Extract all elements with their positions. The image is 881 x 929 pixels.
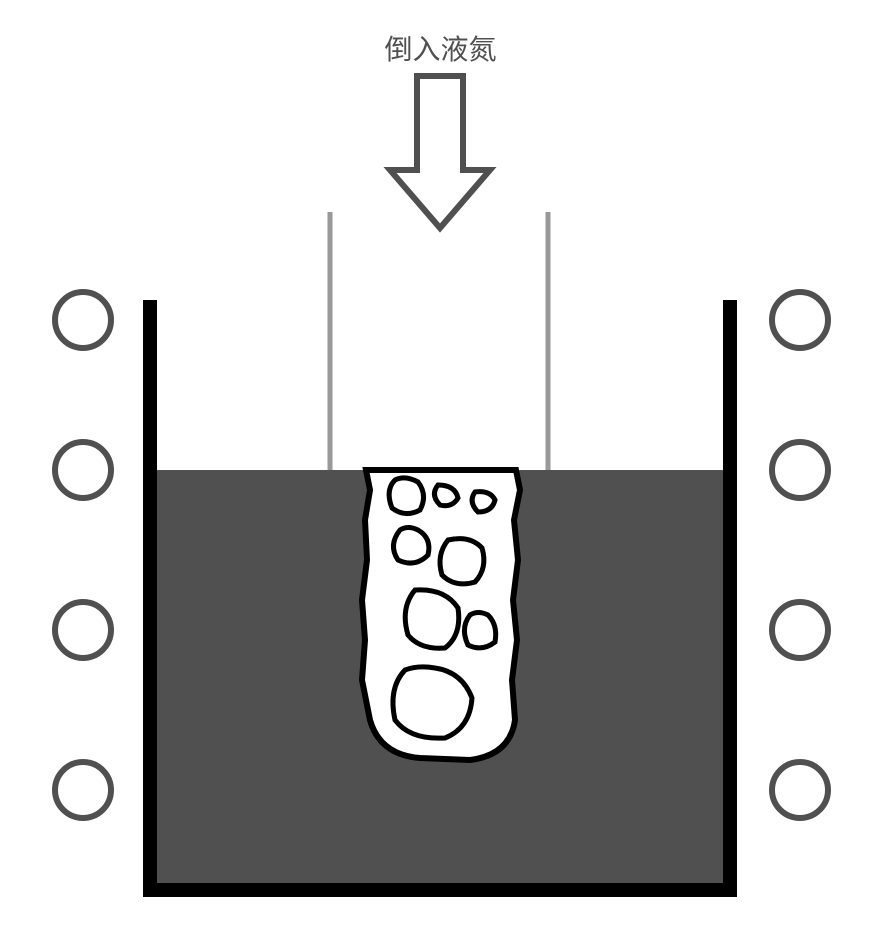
coil-icon [55, 442, 111, 498]
coil-icon [55, 602, 111, 658]
coils-left [55, 292, 111, 818]
coil-icon [55, 762, 111, 818]
coil-icon [772, 292, 828, 348]
cavity-outline [362, 470, 520, 760]
coils-right [772, 292, 828, 818]
pour-arrow-icon [390, 76, 490, 228]
coil-icon [772, 442, 828, 498]
diagram-svg [0, 0, 881, 929]
coil-icon [772, 602, 828, 658]
coil-icon [772, 762, 828, 818]
coil-icon [55, 292, 111, 348]
